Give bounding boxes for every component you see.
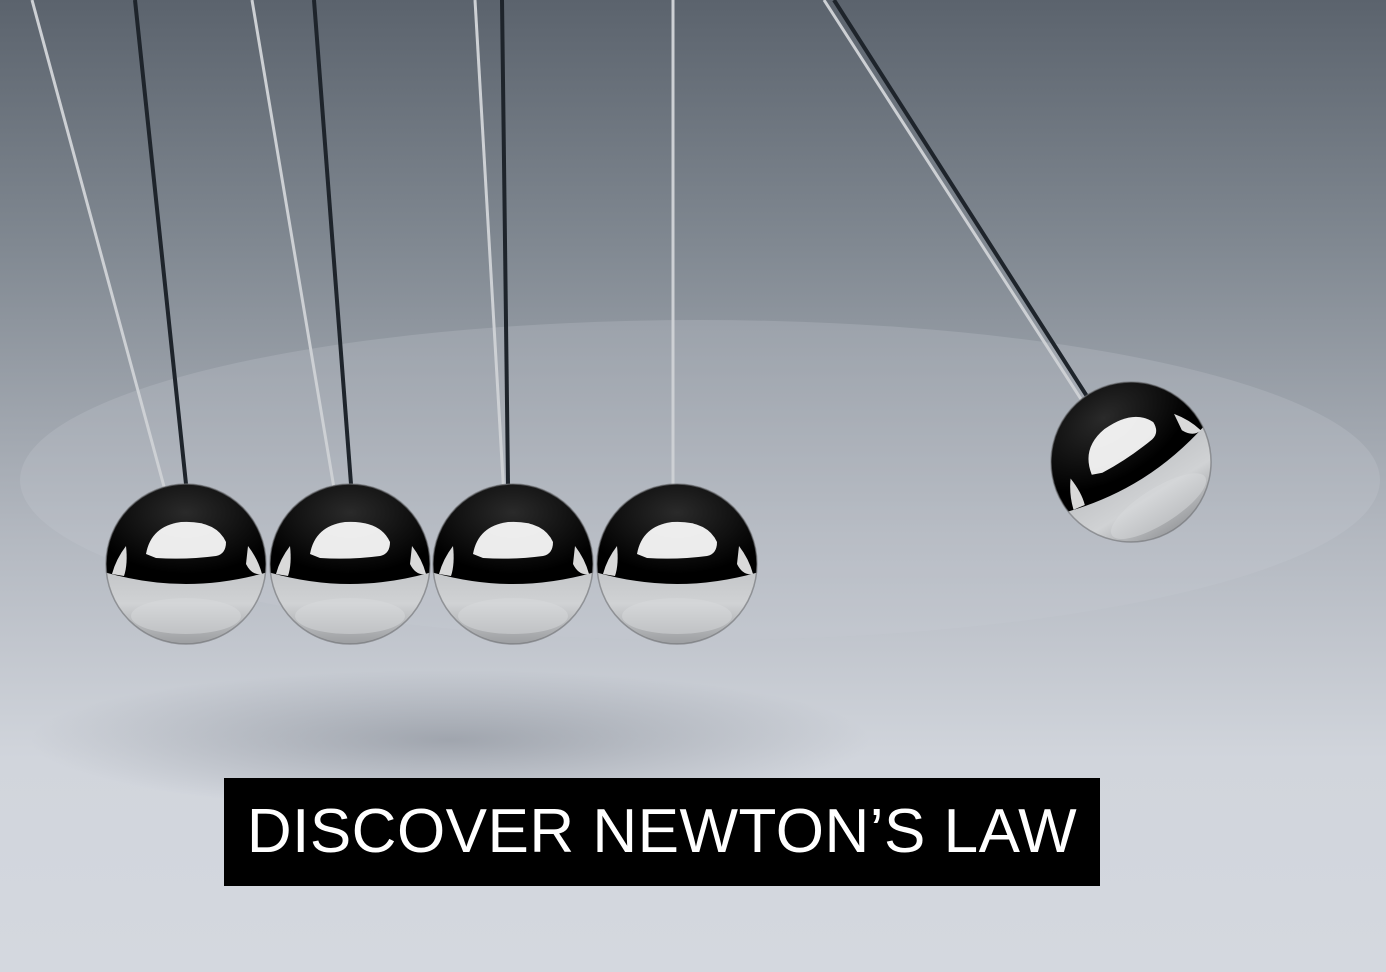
pendulum-strings (30, 0, 1099, 517)
caption-box: DISCOVER NEWTON’S LAW (224, 778, 1100, 886)
row-shadow (30, 670, 870, 810)
caption-text: DISCOVER NEWTON’S LAW (246, 797, 1078, 866)
